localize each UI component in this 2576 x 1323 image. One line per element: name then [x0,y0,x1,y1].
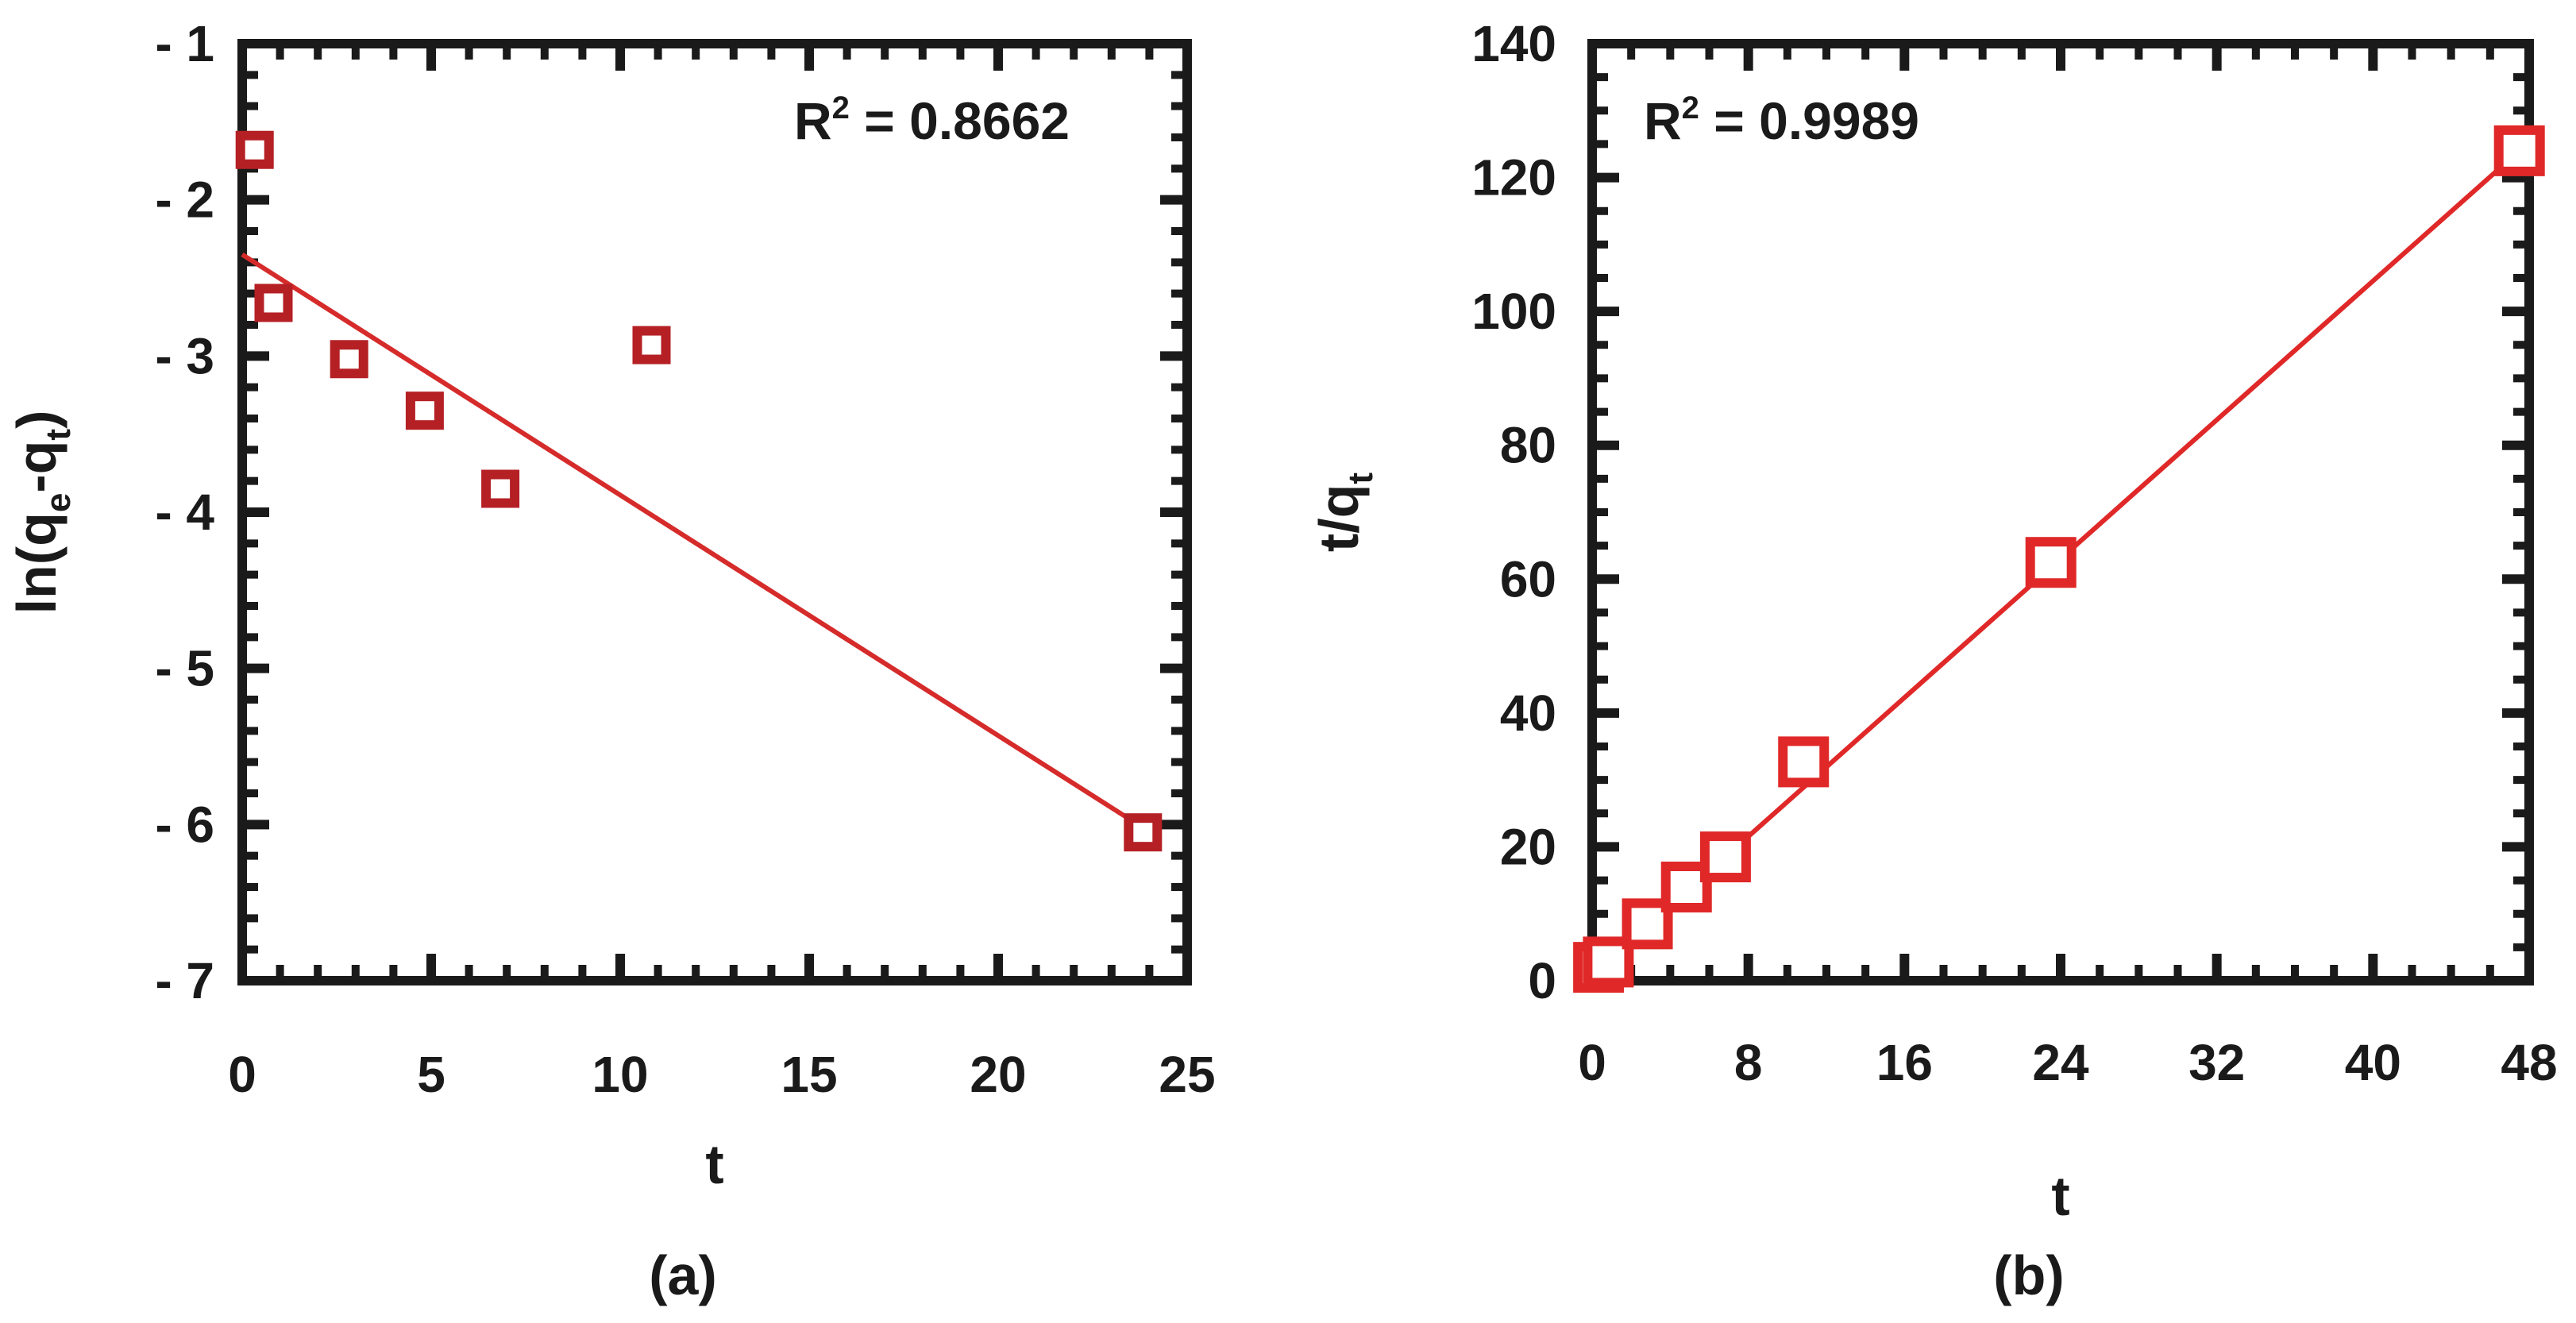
y-tick-label: 100 [1471,283,1556,340]
data-point [1583,936,1634,988]
r-squared-annotation: R2 = 0.9989 [1644,91,1919,150]
panel-b-chart: 0 8 16 24 32 40 48 0 20 40 60 80 100 120 140 R2 = 0.998… [1308,15,2558,1306]
plot-frame [237,39,1192,986]
y-tick-label: 40 [1500,685,1556,742]
y-axis-title: ln(qe-qt) [6,411,78,615]
y-tick-label: - 5 [155,640,214,697]
data-point [1699,831,1751,883]
x-axis-title: t [705,1133,723,1195]
y-tick-label: 140 [1471,15,1556,72]
x-tick-label: 0 [228,1046,256,1103]
x-tick-label: 20 [970,1046,1026,1103]
x-tick-label: 0 [1578,1034,1606,1091]
y-tick-label: 0 [1528,952,1556,1009]
panel-label: (b) [1993,1244,2064,1306]
x-tick-label: 24 [2032,1034,2089,1091]
r-squared-annotation: R2 = 0.8662 [794,91,1070,150]
y-tick-label: - 7 [155,952,214,1009]
fit-line [241,252,1144,830]
data-point [1124,813,1163,852]
y-tick-label: - 6 [155,796,214,853]
panel-label: (a) [649,1244,717,1306]
x-tick-label: 16 [1876,1034,1933,1091]
y-tick-label: - 3 [155,327,214,384]
data-point [405,392,444,430]
data-point [1778,736,1830,788]
y-tick-label: 80 [1500,417,1556,474]
data-point [632,326,671,364]
x-tick-label: 8 [1734,1034,1763,1091]
x-tick-label: 40 [2345,1034,2401,1091]
y-tick-label: 60 [1500,550,1556,608]
x-tick-label: 10 [592,1046,648,1103]
data-point [481,469,520,508]
y-tick-label: 20 [1500,818,1556,875]
x-tick-label: 25 [1159,1046,1215,1103]
data-point [235,130,274,169]
x-axis-title: t [2051,1165,2069,1227]
y-tick-label: - 4 [155,484,214,541]
data-point [330,340,368,379]
panel-a-chart: 0 5 10 15 20 25 - 1 - 2 - 3 - 4 - 5 - 6 - 7 R2 = 0.86… [6,15,1216,1306]
data-point [254,284,293,322]
y-tick-label: - 1 [155,15,214,72]
data-point [2025,537,2077,588]
x-tick-label: 15 [781,1046,837,1103]
y-tick-label: 120 [1471,149,1556,206]
y-tick-label: - 2 [155,172,214,229]
data-point [2493,125,2545,176]
x-tick-label: 32 [2188,1034,2245,1091]
y-axis-title: t/qt [1308,472,1380,553]
x-tick-label: 5 [417,1046,445,1103]
x-tick-label: 48 [2501,1034,2557,1091]
